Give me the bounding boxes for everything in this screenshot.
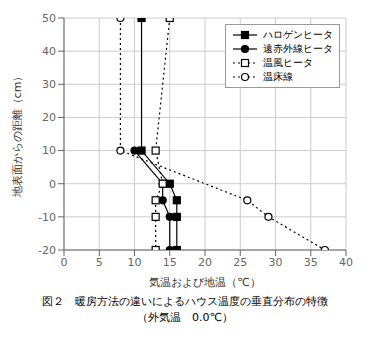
- svg-text:40: 40: [339, 256, 353, 269]
- svg-text:25: 25: [233, 256, 247, 269]
- svg-text:0: 0: [61, 256, 68, 269]
- svg-text:地表面からの距離（cm）: 地表面からの距離（cm）: [11, 71, 24, 199]
- svg-text:0: 0: [49, 178, 56, 191]
- html-text:ハロゲンヒータ: ハロゲンヒータ: [263, 29, 333, 40]
- svg-text:35: 35: [304, 256, 318, 269]
- html-text:（外気温 0.0℃）: （外気温 0.0℃）: [137, 311, 233, 324]
- svg-text:10: 10: [42, 144, 56, 157]
- svg-text:-10: -10: [38, 211, 56, 224]
- svg-text:5: 5: [96, 256, 103, 269]
- html-text:遠赤外線ヒータ: 遠赤外線ヒータ: [263, 43, 333, 54]
- svg-text:15: 15: [163, 256, 177, 269]
- svg-text:50: 50: [42, 12, 56, 25]
- svg-text:気温および地温（℃）: 気温および地温（℃）: [149, 276, 260, 289]
- html-text:図２ 暖房方法の違いによるハウス温度の垂直分布の特徴: 図２ 暖房方法の違いによるハウス温度の垂直分布の特徴: [42, 295, 328, 308]
- svg-text:20: 20: [198, 256, 212, 269]
- svg-text:40: 40: [42, 45, 56, 58]
- svg-text:30: 30: [269, 256, 283, 269]
- svg-text:20: 20: [42, 111, 56, 124]
- svg-text:10: 10: [128, 256, 142, 269]
- svg-text:30: 30: [42, 78, 56, 91]
- svg-text:-20: -20: [38, 244, 56, 257]
- html-text:温風ヒータ: 温風ヒータ: [263, 57, 313, 68]
- html-text:温床線: 温床線: [263, 71, 293, 82]
